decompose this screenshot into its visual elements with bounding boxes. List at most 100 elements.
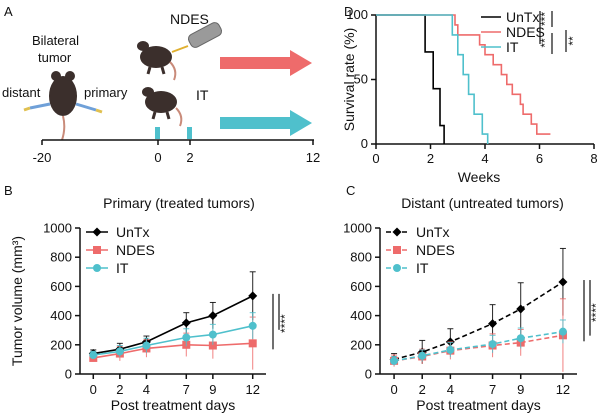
y-axis-label: Survival rate (%)	[341, 28, 357, 131]
x-tick-label: 0	[90, 382, 97, 397]
x-tick-label: 4	[481, 151, 488, 166]
y-tick-label: 1000	[343, 221, 372, 236]
distant-tumor-chart: C Distant (untreated tumors) 0 200 400 600 800…	[343, 183, 600, 413]
data-point	[142, 341, 151, 350]
data-point	[248, 339, 257, 348]
bilateral-label: Bilateral	[32, 33, 79, 48]
y-tick-label: 0	[361, 136, 368, 151]
survival-chart: D 0 50 100 0 2 4 6 8 Weeks Survival rate (%) UnTxND…	[341, 4, 598, 185]
y-tick-label: 0	[65, 367, 72, 382]
timeline-tick-label: 12	[306, 150, 320, 165]
panel-a: A Bilateral tumor distant primary NDES I…	[2, 4, 320, 165]
legend-label: IT	[116, 260, 129, 276]
legend-marker	[392, 227, 402, 237]
data-point	[208, 311, 218, 321]
x-tick-label: 9	[209, 382, 216, 397]
x-tick-label: 4	[447, 382, 454, 397]
data-line	[93, 295, 254, 355]
x-tick-label: 8	[590, 151, 597, 166]
x-axis-label: Weeks	[458, 169, 501, 185]
significance-stars: **	[538, 38, 552, 48]
x-tick-label: 6	[536, 151, 543, 166]
y-tick-label: 100	[346, 7, 368, 22]
data-point	[390, 356, 399, 365]
survival-curve-ndes	[376, 14, 551, 135]
legend-label: UnTx	[116, 224, 149, 240]
injection-marker-day0	[155, 127, 160, 139]
legend-marker	[92, 227, 102, 237]
data-point	[208, 330, 217, 339]
x-tick-label: 12	[245, 382, 259, 397]
injection-marker-day2	[187, 127, 192, 139]
series-ndes	[89, 316, 257, 370]
legend-marker	[93, 246, 101, 254]
y-tick-label: 400	[350, 308, 372, 323]
survival-curve-untx	[376, 14, 445, 144]
data-point	[488, 340, 497, 349]
panel-d-letter: D	[344, 4, 353, 19]
tumor-label: tumor	[38, 50, 72, 65]
data-point	[516, 304, 526, 314]
x-tick-label: 4	[143, 382, 150, 397]
survival-curve-it	[376, 14, 489, 144]
y-axis-label: Tumor volume (mm³)	[9, 236, 25, 366]
legend-marker	[393, 264, 401, 272]
legend-marker	[393, 246, 401, 254]
y-tick-label: 1000	[43, 221, 72, 236]
data-point	[558, 277, 568, 287]
mouse-bilateral-icon	[23, 71, 103, 141]
data-point	[446, 345, 455, 354]
legend-label: IT	[506, 39, 519, 55]
data-point	[558, 327, 567, 336]
legend-label: IT	[416, 260, 429, 276]
y-tick-label: 800	[50, 250, 72, 265]
significance-stars: ***	[538, 12, 552, 26]
mouse-ndes-icon	[137, 41, 189, 81]
data-point	[208, 341, 217, 350]
data-point	[248, 291, 258, 301]
significance-stars: ****	[278, 314, 292, 333]
legend-label: UnTx	[416, 224, 449, 240]
x-tick-label: 9	[517, 382, 524, 397]
primary-label: primary	[84, 85, 128, 100]
data-line	[93, 342, 253, 359]
data-point	[182, 333, 191, 342]
series-it	[390, 319, 567, 366]
y-tick-label: 50	[354, 72, 368, 87]
y-tick-label: 800	[350, 250, 372, 265]
x-tick-label: 7	[183, 382, 190, 397]
data-point	[516, 334, 525, 343]
legend-marker	[93, 264, 101, 272]
ndes-treatment-arrow	[220, 50, 312, 76]
x-tick-label: 2	[427, 151, 434, 166]
legend-label: UnTx	[506, 9, 539, 25]
y-tick-label: 600	[50, 279, 72, 294]
y-tick-label: 200	[50, 337, 72, 352]
y-tick-label: 400	[50, 308, 72, 323]
legend-label: NDES	[416, 242, 455, 258]
treatment-timeline: -20 0 2 12	[33, 127, 320, 165]
data-point	[115, 347, 124, 356]
data-point	[181, 318, 191, 328]
timeline-tick-label: 2	[186, 150, 193, 165]
x-tick-label: 7	[489, 382, 496, 397]
it-label: IT	[196, 87, 209, 103]
legend-label: NDES	[506, 24, 545, 40]
significance-stars: **	[566, 36, 580, 46]
panel-letter: C	[346, 183, 355, 198]
data-point	[89, 351, 98, 360]
y-tick-label: 0	[365, 367, 372, 382]
panel-a-letter: A	[4, 4, 13, 19]
data-line	[393, 281, 564, 361]
timeline-tick-label: 0	[154, 150, 161, 165]
data-point	[418, 351, 427, 360]
x-tick-label: 0	[390, 382, 397, 397]
x-axis-label: Post treatment days	[416, 397, 541, 413]
y-tick-label: 200	[350, 337, 372, 352]
data-line	[93, 325, 253, 356]
x-tick-label: 2	[116, 382, 123, 397]
it-treatment-arrow	[220, 110, 312, 136]
x-tick-label: 2	[419, 382, 426, 397]
panel-letter: B	[4, 183, 13, 198]
